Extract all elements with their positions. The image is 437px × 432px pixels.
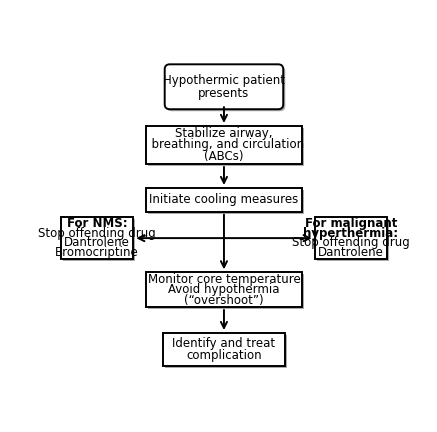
Bar: [315, 217, 387, 259]
Bar: [146, 188, 302, 212]
Text: presents: presents: [198, 86, 250, 100]
Bar: [148, 190, 304, 214]
Text: Monitor core temperature: Monitor core temperature: [148, 273, 300, 286]
Text: breathing, and circulation: breathing, and circulation: [144, 139, 304, 152]
Bar: [148, 274, 304, 309]
Text: (ABCs): (ABCs): [204, 150, 244, 163]
Text: For malignant: For malignant: [305, 217, 397, 230]
Text: Identify and treat: Identify and treat: [173, 337, 275, 350]
Bar: [146, 126, 302, 164]
Bar: [61, 217, 133, 259]
Text: Stabilize airway,: Stabilize airway,: [175, 127, 273, 140]
Text: hyperthermia:: hyperthermia:: [303, 227, 399, 240]
Text: Hypothermic patient: Hypothermic patient: [163, 74, 285, 87]
Text: Stop offending drug: Stop offending drug: [292, 236, 410, 249]
Text: Bromocriptine: Bromocriptine: [55, 246, 139, 259]
FancyBboxPatch shape: [167, 66, 285, 111]
FancyBboxPatch shape: [165, 64, 283, 109]
Bar: [165, 335, 287, 368]
Text: Stop offending drug: Stop offending drug: [38, 227, 156, 240]
Bar: [62, 219, 135, 261]
Text: (“overshoot”): (“overshoot”): [184, 294, 264, 307]
Bar: [316, 219, 389, 261]
Text: For NMS:: For NMS:: [67, 217, 127, 230]
Bar: [148, 128, 304, 166]
Bar: [146, 272, 302, 307]
Bar: [163, 333, 285, 366]
Text: Dantrolene: Dantrolene: [64, 236, 130, 249]
Text: complication: complication: [186, 349, 262, 362]
Text: Dantrolene: Dantrolene: [318, 246, 384, 259]
Text: Initiate cooling measures: Initiate cooling measures: [149, 194, 298, 206]
Text: Avoid hypothermia: Avoid hypothermia: [168, 283, 280, 296]
